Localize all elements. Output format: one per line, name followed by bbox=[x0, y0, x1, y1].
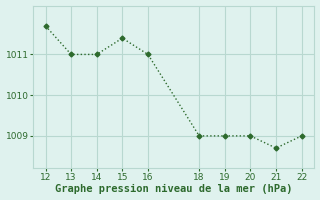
X-axis label: Graphe pression niveau de la mer (hPa): Graphe pression niveau de la mer (hPa) bbox=[55, 184, 292, 194]
